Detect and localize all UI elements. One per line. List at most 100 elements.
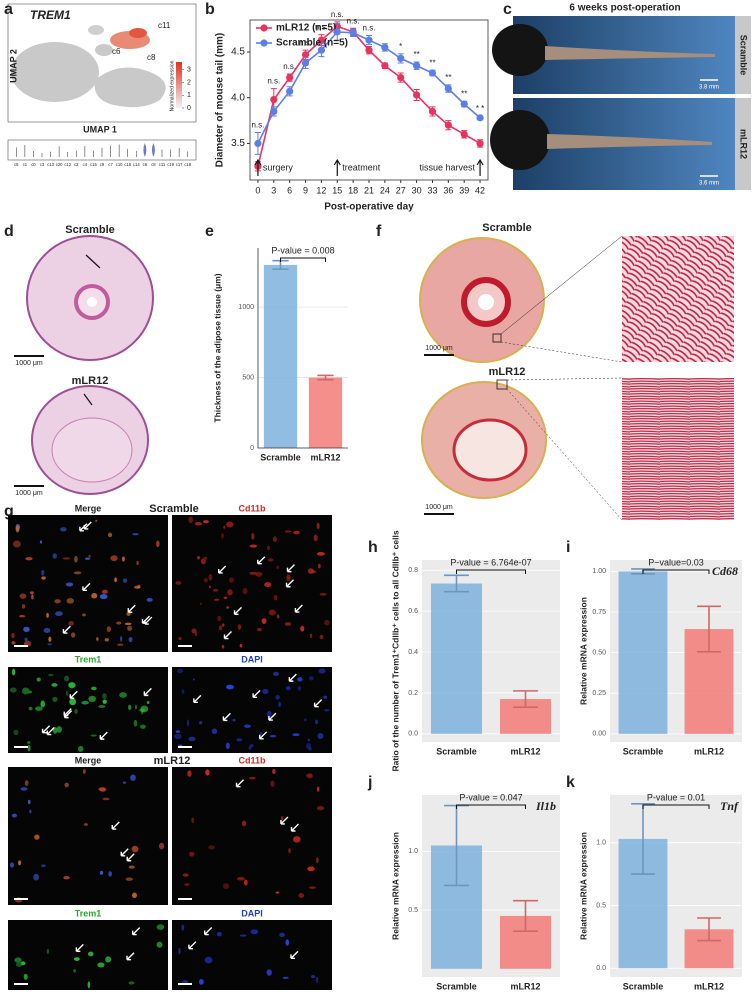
cell-signal	[222, 623, 225, 627]
cell-signal	[21, 604, 26, 609]
photo: 3.8 mm Scramble	[492, 16, 751, 94]
arrow	[41, 725, 51, 734]
cell-signal	[175, 730, 181, 733]
legend-label: mLR12 (n=5)	[276, 23, 336, 34]
annotation: treatment	[342, 162, 381, 172]
data-point	[317, 36, 325, 44]
cell-signal	[146, 597, 153, 602]
violin-label: c13	[47, 162, 54, 167]
data-point	[286, 87, 294, 95]
panel-label: a	[4, 1, 13, 18]
micrograph	[172, 667, 332, 753]
cell-signal	[208, 573, 213, 581]
data-point	[381, 43, 389, 52]
cell-signal	[110, 555, 118, 562]
significance-label: **	[445, 73, 451, 82]
cell-signal	[191, 817, 195, 824]
data-point	[333, 28, 341, 36]
cell-signal	[68, 621, 75, 626]
cell-signal	[208, 845, 215, 850]
cell-signal	[12, 540, 21, 548]
cell-signal	[284, 530, 292, 533]
cell-signal	[198, 978, 204, 985]
violin-label: c3	[40, 162, 45, 167]
cell-signal	[276, 565, 280, 569]
photo: 3.6 mm mLR12	[490, 98, 751, 190]
cell-signal	[266, 710, 272, 718]
arrow	[257, 556, 266, 565]
data-point	[286, 74, 294, 82]
colorbar-tick-label: 1	[187, 92, 191, 99]
tissue-structure	[452, 418, 528, 482]
cell-signal	[248, 746, 252, 750]
cell-signal	[15, 525, 20, 533]
cell-signal	[223, 525, 226, 529]
cell-signal	[156, 540, 160, 548]
cell-signal	[194, 631, 197, 637]
scale-label: 1000 μm	[425, 345, 453, 352]
violin-label: c2	[74, 162, 79, 167]
x-tick-label: 27	[396, 185, 406, 195]
significance-label: **	[429, 58, 435, 67]
cell-signal	[146, 700, 150, 705]
cell-signal	[134, 585, 141, 589]
violin-label: c9	[100, 162, 105, 167]
cell-signal	[285, 939, 290, 946]
axis-label: UMAP 1	[83, 124, 117, 134]
arrow	[223, 631, 232, 640]
cell-signal	[73, 968, 77, 973]
cell-signal	[306, 773, 313, 778]
cell-signal	[223, 596, 228, 599]
cell-signal	[56, 726, 62, 733]
error-bar	[317, 374, 334, 381]
y-tick-label: 1000	[238, 304, 254, 311]
panel-label: g	[4, 503, 14, 520]
cell-signal	[73, 571, 82, 575]
p-value-bracket	[642, 804, 710, 809]
panel-label: k	[566, 774, 575, 791]
zoom-line	[500, 341, 623, 363]
cell-signal	[11, 641, 16, 645]
cell-signal	[288, 848, 291, 854]
violin	[151, 143, 155, 157]
panel-label: f	[376, 223, 382, 240]
error-bar	[444, 574, 469, 593]
x-tick-label: Scramble	[436, 981, 477, 991]
x-tick-label: 36	[443, 185, 453, 195]
photo-title: 6 weeks post-operation	[569, 3, 680, 14]
data-point	[254, 139, 262, 148]
cell-signal	[18, 860, 22, 866]
cell-signal	[187, 770, 192, 777]
cell-signal	[36, 677, 41, 682]
data-point	[444, 121, 452, 129]
cell-signal	[189, 851, 195, 857]
cell-signal	[243, 879, 248, 886]
cell-signal	[203, 520, 209, 524]
arrow	[69, 690, 78, 699]
cell-signal	[122, 781, 127, 784]
cell-signal	[307, 866, 315, 872]
y-tick-label: 4.0	[231, 92, 245, 103]
histology-d: Scramble 1000 μm mLR12 1000 μm	[14, 224, 154, 497]
violin-label: c14	[133, 162, 140, 167]
cell-signal	[316, 805, 325, 811]
x-axis-label: Post-operative day	[324, 202, 414, 213]
p-value: P−value=0.03	[648, 557, 704, 567]
cell-signal	[218, 625, 223, 631]
cell-signal	[255, 571, 263, 577]
cell-signal	[306, 742, 312, 750]
bar	[618, 571, 668, 734]
p-value: P-value = 0.01	[647, 792, 705, 802]
cell-signal	[319, 634, 324, 640]
cell-signal	[300, 625, 305, 632]
cell-signal	[178, 947, 181, 955]
gene-label: Il1b	[535, 799, 556, 813]
x-tick-label: 6	[287, 185, 292, 195]
annotation-arrow	[476, 158, 484, 176]
y-tick-label: 0.25	[592, 690, 606, 697]
annotation: surgery	[263, 162, 294, 172]
cell-signal	[90, 734, 97, 737]
cell-signal	[237, 876, 245, 881]
cell-signal	[221, 644, 225, 649]
cell-signal	[177, 668, 184, 674]
